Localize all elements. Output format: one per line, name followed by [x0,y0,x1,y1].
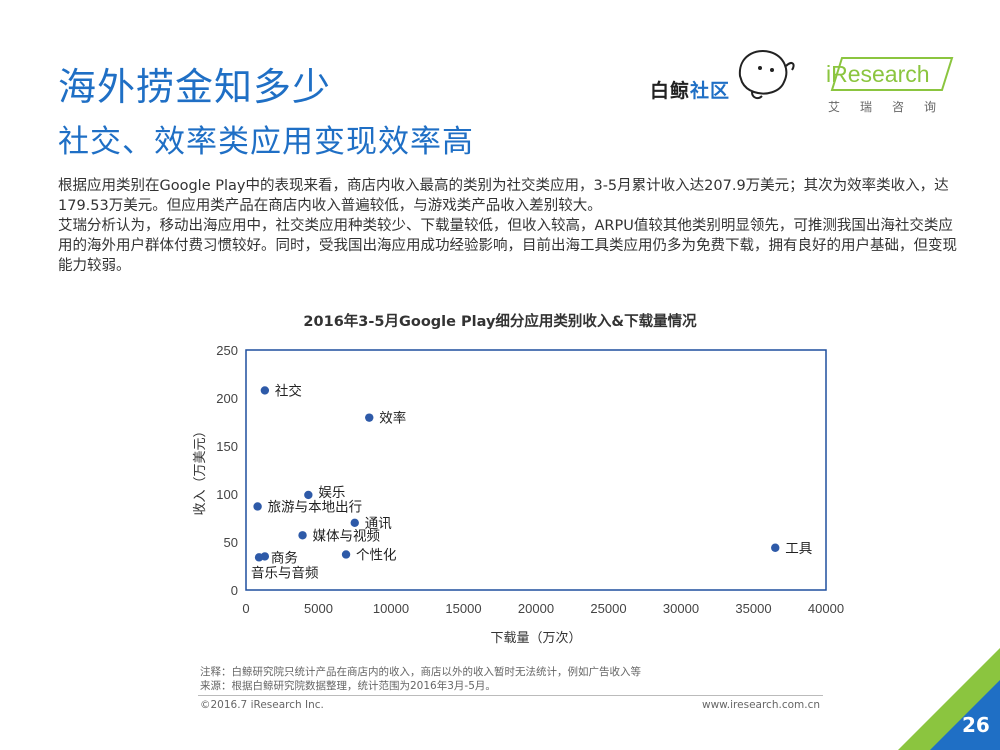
data-point [771,543,780,552]
x-tick-label: 0 [242,601,249,616]
whale-logo-text: 白鲸社区 [650,80,731,102]
page-number: 26 [962,713,990,737]
x-tick-label: 5000 [304,601,333,616]
chart-title: 2016年3-5月Google Play细分应用类别收入&下载量情况 [303,314,697,330]
point-label: 旅游与本地出行 [268,499,363,515]
x-tick-label: 20000 [518,601,554,616]
y-tick-label: 150 [216,439,238,454]
point-label: 个性化 [356,547,397,563]
data-point [253,502,262,511]
iresearch-logo-icon [830,57,954,91]
data-point [304,490,313,500]
x-tick-label: 35000 [735,601,771,616]
y-tick-label: 100 [216,487,238,502]
x-tick-label: 10000 [373,601,409,616]
y-axis-label: 收入（万美元） [193,424,208,515]
y-tick-label: 250 [216,343,238,358]
scatter-chart: 0 5000 10000 15000 20000 25000 30000 35000 40000… [193,343,844,645]
y-tick-label: 50 [224,535,238,550]
x-tick-label: 25000 [590,601,626,616]
point-label: 效率 [379,410,406,427]
data-point [365,413,374,422]
notes: 注释：白鲸研究院只统计产品在商店内的收入，商店以外的收入暂时无法统计，例如广告收… [200,665,641,693]
point-label: 商务 [271,550,298,566]
corner-decoration [898,648,1000,750]
point-label: 通讯 [365,516,392,532]
data-point [254,553,264,562]
footer-divider [198,695,823,696]
copyright: ©2016.7 iResearch Inc. [200,699,324,711]
paragraph-2: 艾瑞分析认为，移动出海应用中，社交类应用种类较少、下载量较低，但收入较高，ARP… [58,218,957,274]
page-title: 海外捞金知多少 [58,65,332,109]
data-point [260,386,270,395]
source-text: 来源：根据白鲸研究院数据整理，统计范围为2016年3月-5月。 [200,680,496,692]
point-label: 音乐与音频 [251,564,319,581]
x-tick-label: 40000 [808,601,844,616]
paragraph-1: 根据应用类别在Google Play中的表现来看，商店内收入最高的类别为社交类应… [58,178,949,214]
point-label: 社交 [275,382,302,399]
note-text: 注释：白鲸研究院只统计产品在商店内的收入，商店以外的收入暂时无法统计，例如广告收… [200,666,641,678]
iresearch-logo-text: iResearch [826,61,930,87]
data-point [298,531,307,540]
y-tick-label: 200 [216,391,238,406]
point-label: 媒体与视频 [313,528,381,544]
data-point [341,550,351,559]
website-link[interactable]: www.iresearch.com.cn [702,699,821,711]
plot-area [245,349,827,591]
point-label: 娱乐 [318,485,345,501]
page-subtitle: 社交、效率类应用变现效率高 [58,124,474,160]
x-tick-label: 15000 [445,601,481,616]
iresearch-logo-subtext: 艾瑞咨询 [828,100,957,114]
data-point [350,518,359,527]
point-label: 工具 [785,541,812,557]
y-tick-label: 0 [231,583,238,598]
x-axis-label: 下载量（万次） [490,630,581,645]
whale-logo-icon [738,50,795,100]
body-text: 根据应用类别在Google Play中的表现来看，商店内收入最高的类别为社交类应… [58,176,958,276]
x-tick-label: 30000 [663,601,699,616]
